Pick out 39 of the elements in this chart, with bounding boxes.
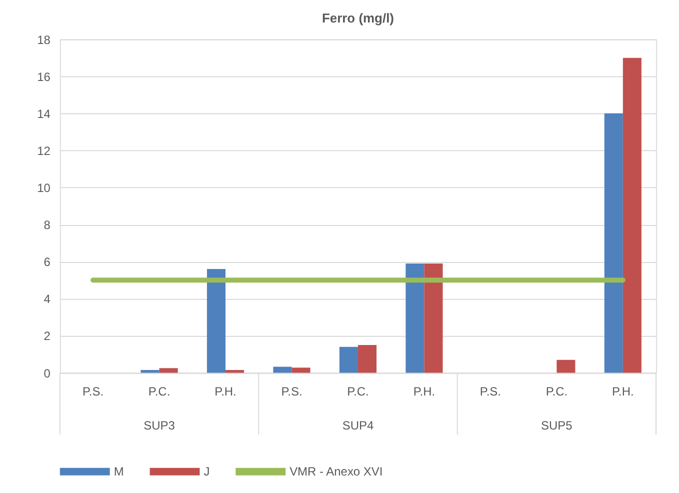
- bar: [604, 113, 623, 373]
- x-tick-label: P.C.: [347, 384, 369, 398]
- bar: [292, 368, 310, 373]
- y-tick-label: 18: [37, 32, 51, 47]
- x-tick-label: P.S.: [82, 384, 104, 398]
- bar: [424, 263, 443, 373]
- text: SUP4: [342, 418, 374, 433]
- chart-title: Ferro (mg/l): [322, 10, 394, 26]
- y-tick-label: 2: [44, 329, 51, 344]
- bar: [556, 360, 576, 373]
- y-tick-label: 6: [44, 255, 51, 270]
- bar: [140, 370, 160, 373]
- bar: [358, 345, 377, 373]
- bar: [622, 58, 642, 373]
- bar: [206, 269, 226, 373]
- text: SUP3: [144, 418, 176, 433]
- y-tick-label: 12: [37, 144, 51, 158]
- bar: [226, 370, 244, 373]
- y-tick-label: 4: [44, 292, 51, 306]
- x-tick-label: P.S.: [281, 384, 302, 398]
- bar: [273, 366, 292, 373]
- y-tick-label: 10: [37, 181, 51, 196]
- bar: [339, 346, 358, 373]
- text: SUP5: [541, 418, 573, 433]
- x-tick-label: P.H.: [612, 384, 634, 398]
- legend-label: VMR - Anexo XVI: [290, 464, 383, 479]
- bar: [406, 263, 424, 373]
- legend-label: J: [204, 464, 210, 479]
- y-tick-label: 0: [44, 366, 51, 380]
- bar: [159, 368, 178, 373]
- x-tick-label: P.C.: [148, 384, 170, 398]
- legend-label: M: [114, 464, 124, 479]
- x-tick-label: P.C.: [546, 384, 568, 398]
- x-tick-label: P.H.: [214, 384, 236, 398]
- x-tick-label: P.H.: [413, 384, 436, 398]
- y-tick-label: 16: [37, 70, 51, 84]
- y-tick-label: 8: [44, 218, 51, 232]
- x-tick-label: P.S.: [480, 384, 501, 398]
- y-tick-label: 14: [37, 106, 51, 121]
